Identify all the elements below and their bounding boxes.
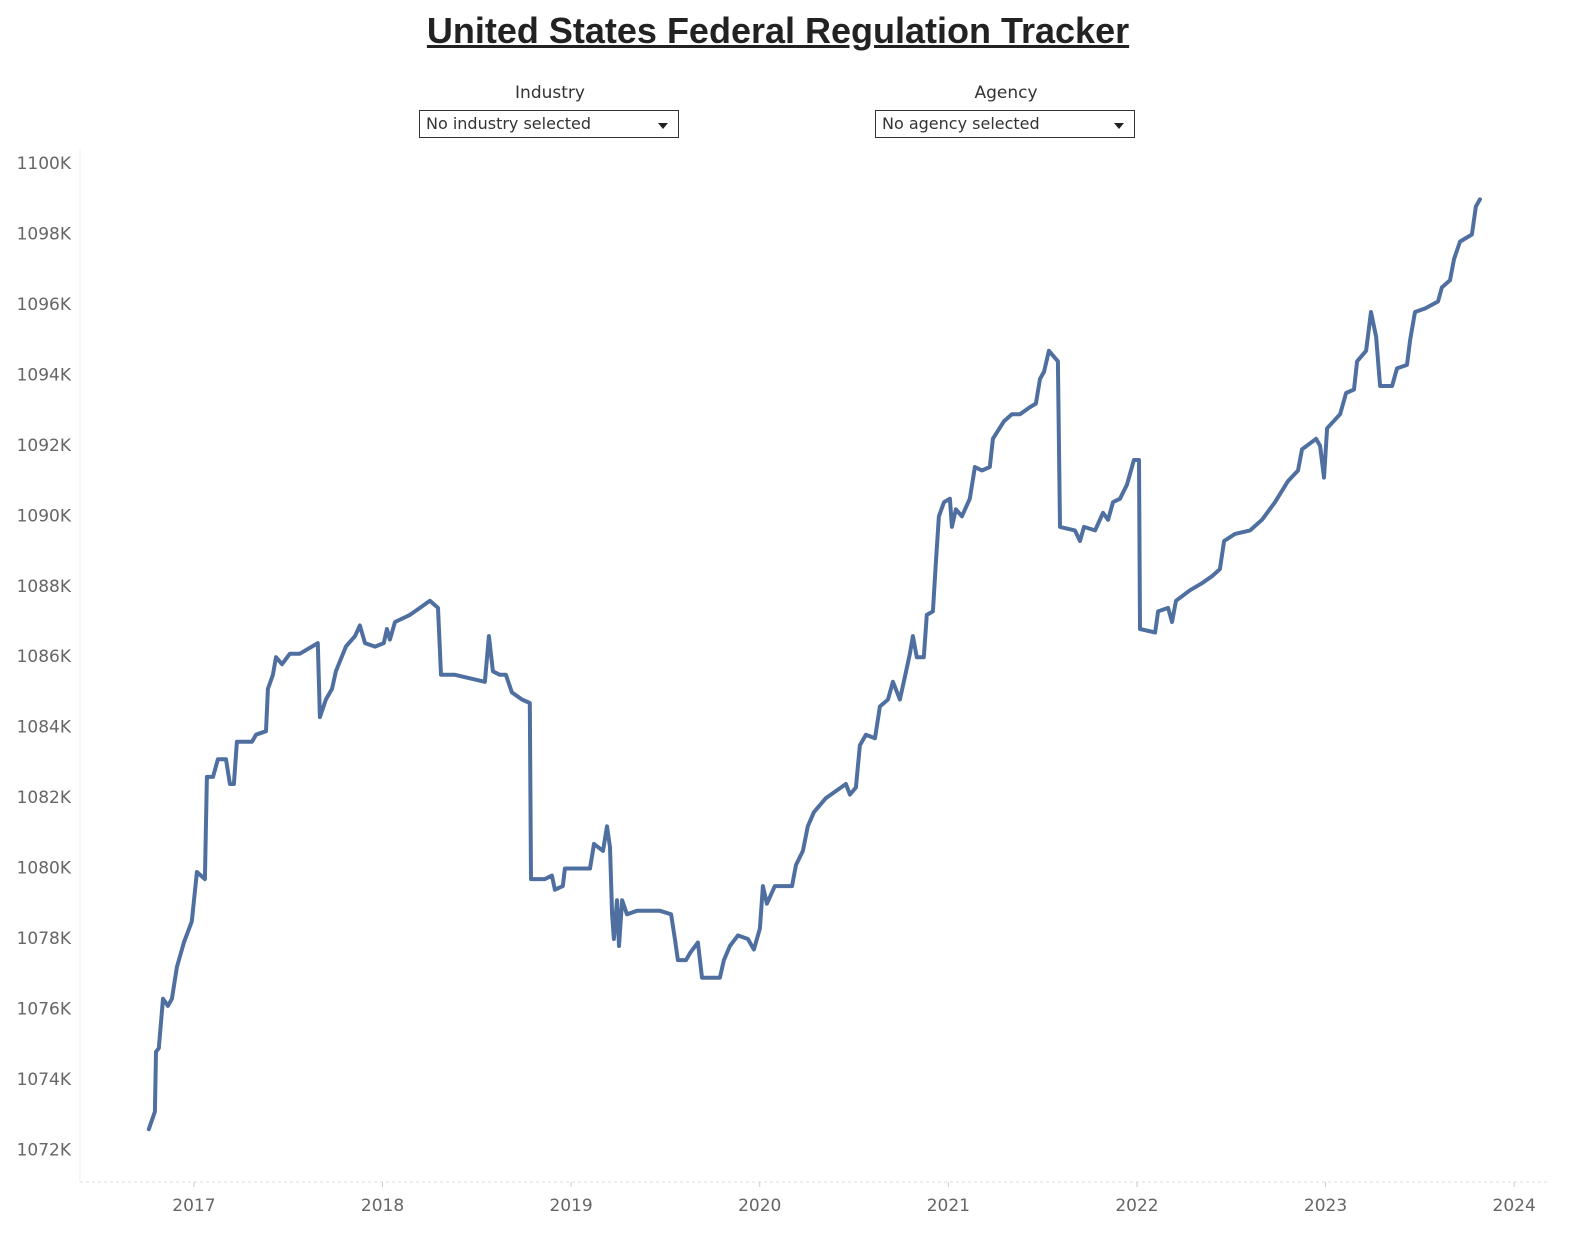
agency-dropdown[interactable]: No agency selected — [875, 110, 1135, 138]
y-tick-label: 1076K — [17, 999, 72, 1019]
y-tick-label: 1078K — [17, 929, 72, 949]
x-tick-label: 2017 — [172, 1196, 215, 1216]
y-tick-label: 1094K — [17, 365, 72, 385]
dropdown-arrow[interactable] — [658, 123, 668, 129]
y-tick-label: 1096K — [17, 295, 72, 315]
y-tick-label: 1084K — [17, 718, 72, 738]
y-tick-label: 1092K — [17, 436, 72, 456]
x-tick-label: 2022 — [1115, 1196, 1158, 1216]
dashboard-title: United States Federal Regulation Tracker — [426, 10, 1130, 51]
y-tick-label: 1082K — [17, 788, 72, 808]
x-tick-label: 2021 — [927, 1196, 970, 1216]
x-tick-label: 2020 — [738, 1196, 781, 1216]
y-tick-label: 1100K — [17, 154, 72, 174]
filter-label: Industry — [515, 83, 585, 103]
y-tick-label: 1086K — [17, 647, 72, 667]
filter-label: Agency — [974, 83, 1038, 103]
y-tick-label: 1074K — [17, 1070, 72, 1090]
y-tick-label: 1072K — [17, 1140, 72, 1160]
y-tick-label: 1088K — [17, 577, 72, 597]
y-tick-label: 1098K — [17, 225, 72, 245]
y-tick-label: 1090K — [17, 506, 72, 526]
x-tick-label: 2023 — [1304, 1196, 1347, 1216]
dropdown-value[interactable]: No industry selected — [426, 114, 592, 133]
x-tick-label: 2024 — [1493, 1196, 1536, 1216]
series-line — [146, 197, 1482, 1132]
dropdown-value[interactable]: No agency selected — [882, 114, 1040, 133]
x-tick-label: 2019 — [549, 1196, 592, 1216]
industry-dropdown[interactable]: No industry selected — [419, 110, 679, 138]
y-tick-label: 1080K — [17, 859, 72, 879]
x-tick-label: 2018 — [361, 1196, 404, 1216]
dropdown-arrow[interactable] — [1114, 123, 1124, 129]
